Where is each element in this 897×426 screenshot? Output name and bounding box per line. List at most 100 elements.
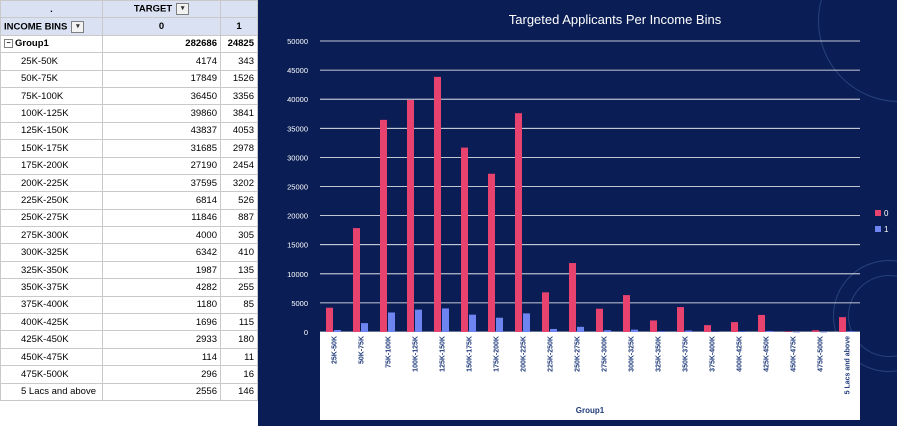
target-0-cell[interactable]: 296: [102, 365, 221, 384]
table-row: 5 Lacs and above 2556 146: [0, 382, 258, 401]
bar-series-0: [677, 307, 684, 332]
target-1-cell[interactable]: 180: [220, 330, 258, 349]
group-total-1[interactable]: 24825: [220, 34, 258, 54]
income-bin-cell[interactable]: 125K-150K: [0, 121, 103, 141]
row-header-cell[interactable]: INCOME BINS ▾: [0, 17, 103, 36]
income-bin-cell[interactable]: 25K-50K: [0, 52, 103, 71]
target-0-cell[interactable]: 6814: [102, 191, 221, 210]
target-1-cell[interactable]: 305: [220, 226, 258, 245]
bar-series-0: [839, 317, 846, 332]
target-1-cell[interactable]: 1526: [220, 69, 258, 88]
target-1-cell[interactable]: 146: [220, 382, 258, 401]
target-0-cell[interactable]: 39860: [102, 104, 221, 123]
col-value-0[interactable]: 0: [102, 17, 221, 36]
row-filter-icon[interactable]: ▾: [71, 20, 85, 33]
target-0-cell[interactable]: 114: [102, 347, 221, 367]
bar-series-0: [542, 292, 549, 332]
target-1-cell[interactable]: 255: [220, 278, 258, 297]
target-1-cell[interactable]: 11: [220, 347, 258, 367]
target-0-cell[interactable]: 31685: [102, 139, 221, 158]
income-bin-cell[interactable]: 225K-250K: [0, 191, 103, 210]
target-0-cell[interactable]: 4174: [102, 52, 221, 71]
target-1-cell[interactable]: 115: [220, 313, 258, 332]
target-filter-icon[interactable]: ▾: [176, 3, 190, 16]
income-bin-cell[interactable]: 475K-500K: [0, 365, 103, 384]
target-1-cell[interactable]: 2454: [220, 156, 258, 175]
corner-cell[interactable]: .: [0, 0, 103, 19]
y-tick-label: 25000: [287, 183, 308, 192]
target-1-cell[interactable]: 135: [220, 260, 258, 280]
income-bin-cell[interactable]: 250K-275K: [0, 208, 103, 228]
bar-series-0: [434, 76, 441, 333]
target-1-cell[interactable]: 3202: [220, 173, 258, 193]
income-bin-cell[interactable]: 425K-450K: [0, 330, 103, 349]
y-tick-label: 20000: [287, 212, 308, 221]
target-1-cell[interactable]: 343: [220, 52, 258, 71]
x-tick-label: 125K-150K: [440, 336, 447, 372]
target-header-blank[interactable]: [220, 0, 258, 19]
target-1-cell[interactable]: 85: [220, 295, 258, 315]
target-0-cell[interactable]: 2933: [102, 330, 221, 349]
income-bin-cell[interactable]: 275K-300K: [0, 226, 103, 245]
bar-series-0: [461, 147, 468, 332]
x-axis-title: Group1: [576, 406, 605, 415]
bar-series-1: [361, 323, 368, 332]
income-bin-cell[interactable]: 150K-175K: [0, 139, 103, 158]
target-0-cell[interactable]: 1180: [102, 295, 221, 315]
table-row: 400K-425K 1696 115: [0, 313, 258, 332]
target-1-cell[interactable]: 16: [220, 365, 258, 384]
target-0-cell[interactable]: 6342: [102, 243, 221, 262]
income-bin-cell[interactable]: 450K-475K: [0, 347, 103, 367]
bar-series-0: [569, 263, 576, 332]
target-1-cell[interactable]: 2978: [220, 139, 258, 158]
table-row: 150K-175K 31685 2978: [0, 139, 258, 158]
x-tick-label: 375K-400K: [710, 336, 717, 372]
x-tick-label: 450K-475K: [791, 336, 798, 372]
group-row-label[interactable]: − Group1: [0, 34, 103, 54]
target-0-cell[interactable]: 11846: [102, 208, 221, 228]
table-row: 475K-500K 296 16: [0, 365, 258, 384]
legend-swatch: [875, 226, 881, 232]
target-0-cell[interactable]: 4282: [102, 278, 221, 297]
income-bin-cell[interactable]: 325K-350K: [0, 260, 103, 280]
table-row: 300K-325K 6342 410: [0, 243, 258, 262]
x-tick-label: 300K-325K: [629, 336, 636, 372]
x-tick-label: 175K-200K: [494, 336, 501, 372]
y-tick-label: 50000: [287, 37, 308, 46]
target-1-cell[interactable]: 526: [220, 191, 258, 210]
col-value-1[interactable]: 1: [220, 17, 258, 36]
income-bin-cell[interactable]: 175K-200K: [0, 156, 103, 175]
target-0-cell[interactable]: 36450: [102, 86, 221, 106]
target-0-cell[interactable]: 2556: [102, 382, 221, 401]
target-0-cell[interactable]: 43837: [102, 121, 221, 141]
group-total-0[interactable]: 282686: [102, 34, 221, 54]
target-0-cell[interactable]: 4000: [102, 226, 221, 245]
target-1-cell[interactable]: 410: [220, 243, 258, 262]
target-1-cell[interactable]: 3356: [220, 86, 258, 106]
target-1-cell[interactable]: 4053: [220, 121, 258, 141]
income-bin-cell[interactable]: 5 Lacs and above: [0, 382, 103, 401]
table-row: 75K-100K 36450 3356: [0, 86, 258, 106]
income-bin-cell[interactable]: 100K-125K: [0, 104, 103, 123]
target-0-cell[interactable]: 17849: [102, 69, 221, 88]
target-0-cell[interactable]: 37595: [102, 173, 221, 193]
income-bin-cell[interactable]: 50K-75K: [0, 69, 103, 88]
target-0-cell[interactable]: 27190: [102, 156, 221, 175]
x-tick-label: 25K-50K: [332, 336, 339, 364]
income-bin-cell[interactable]: 350K-375K: [0, 278, 103, 297]
table-row: 250K-275K 11846 887: [0, 208, 258, 228]
income-bin-cell[interactable]: 75K-100K: [0, 86, 103, 106]
target-1-cell[interactable]: 887: [220, 208, 258, 228]
income-bin-cell[interactable]: 300K-325K: [0, 243, 103, 262]
target-0-cell[interactable]: 1987: [102, 260, 221, 280]
income-bin-cell[interactable]: 375K-400K: [0, 295, 103, 315]
income-bin-cell[interactable]: 400K-425K: [0, 313, 103, 332]
target-1-cell[interactable]: 3841: [220, 104, 258, 123]
collapse-icon[interactable]: −: [4, 39, 13, 49]
row-header-label: INCOME BINS: [4, 21, 68, 33]
target-0-cell[interactable]: 1696: [102, 313, 221, 332]
target-header-cell[interactable]: TARGET ▾: [102, 0, 221, 19]
y-tick-label: 35000: [287, 124, 308, 133]
chart-panel[interactable]: Targeted Applicants Per Income Bins 0 5000…: [258, 0, 897, 426]
income-bin-cell[interactable]: 200K-225K: [0, 173, 103, 193]
